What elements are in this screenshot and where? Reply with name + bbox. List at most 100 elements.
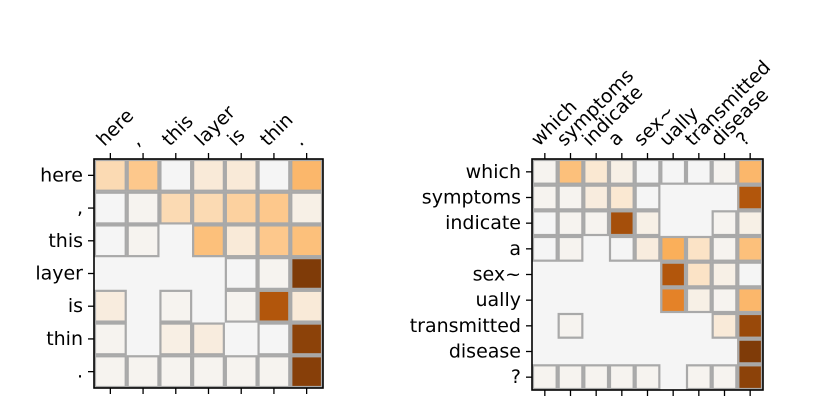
y-tick-label: thin <box>46 328 83 350</box>
heatmap-cell <box>583 210 609 236</box>
cell-outline <box>126 355 160 389</box>
cell-outline <box>608 184 635 211</box>
heatmap-cell <box>159 257 193 290</box>
heatmap-2: whichwhichsymptomssymptomsindicateindica… <box>410 56 775 396</box>
heatmap-cell <box>609 236 635 262</box>
heatmap-cell <box>660 210 686 236</box>
cell-outline <box>737 261 764 288</box>
heatmap-cell <box>583 313 609 339</box>
cell-outline <box>224 355 258 389</box>
x-tick-label: this <box>158 110 198 150</box>
cell-outline <box>257 257 291 290</box>
heatmap-cell <box>532 236 558 262</box>
heatmap-cell <box>126 159 160 192</box>
heatmap-cell <box>532 338 558 365</box>
cell-outline <box>685 235 712 262</box>
cell-outline <box>685 287 712 314</box>
cell-outline <box>257 355 291 389</box>
y-tick-label: . <box>77 361 83 383</box>
y-tick-label: , <box>77 197 83 219</box>
heatmap-cell <box>711 261 738 288</box>
heatmap-cell <box>94 224 127 258</box>
cell-outline <box>557 210 584 237</box>
heatmap-cell <box>557 287 584 313</box>
cell-outline <box>290 191 324 225</box>
y-tick-label: here <box>40 164 83 186</box>
cell-outline <box>711 364 738 391</box>
cell-outline <box>93 322 127 356</box>
cell-outline <box>711 261 738 288</box>
heatmap-cell <box>94 322 127 356</box>
cell-outline <box>557 184 584 211</box>
heatmap-cell <box>557 313 584 339</box>
cell-outline <box>557 312 584 339</box>
cell-outline <box>257 191 291 225</box>
heatmap-cell <box>290 191 323 225</box>
cell-outline <box>557 158 584 185</box>
heatmap-cell <box>224 289 258 323</box>
cell-outline <box>583 364 610 391</box>
heatmap-cell <box>686 236 712 262</box>
cell-outline <box>737 158 764 185</box>
cell-outline <box>93 355 127 389</box>
cell-outline <box>257 322 291 356</box>
heatmap-cell <box>660 159 686 185</box>
cell-outline <box>93 224 127 258</box>
cell-outline <box>660 235 687 262</box>
cell-outline <box>531 364 558 391</box>
cell-outline <box>711 235 738 262</box>
cell-outline <box>557 235 584 262</box>
heatmap-cell <box>557 236 584 262</box>
heatmap-cell <box>583 338 609 365</box>
heatmap-cell <box>583 236 609 262</box>
cell-outline <box>737 235 764 262</box>
cell-outline <box>583 210 610 237</box>
cell-outline <box>159 322 193 356</box>
x-tick-label: thin <box>256 109 298 151</box>
heatmap-cell <box>159 289 193 323</box>
heatmap-cell <box>583 159 609 185</box>
heatmap-cell <box>126 322 160 356</box>
cell-outline <box>224 289 258 323</box>
heatmap-cell <box>711 338 738 365</box>
heatmap-cell <box>290 224 323 258</box>
heatmap-cell <box>192 257 225 290</box>
heatmap-cell <box>737 159 763 185</box>
cell-outline <box>531 158 558 185</box>
heatmap-cell <box>660 313 686 339</box>
heatmap-1: herehere,,thisthislayerlayerisisthinthin… <box>35 101 324 394</box>
cell-outline <box>531 235 558 262</box>
cell-outline <box>660 261 687 288</box>
heatmap-cell <box>660 184 686 211</box>
cell-outline <box>737 184 764 211</box>
heatmap-cell <box>557 210 584 236</box>
heatmap-cell <box>737 364 763 390</box>
y-tick-label: symptoms <box>422 187 521 209</box>
y-tick-label: sex~ <box>473 264 521 286</box>
cell-outline <box>257 224 291 258</box>
cell-outline <box>192 158 225 192</box>
heatmap-cell <box>192 191 225 225</box>
y-tick-label: layer <box>35 263 83 285</box>
heatmap-cell <box>532 313 558 339</box>
heatmap-cell <box>290 289 323 323</box>
heatmap-cell <box>159 191 193 225</box>
heatmap-cell <box>583 261 609 288</box>
heatmap-cell <box>737 287 763 313</box>
heatmap-cell <box>609 184 635 211</box>
heatmap-cell <box>257 191 291 225</box>
heatmap-cell <box>711 210 738 236</box>
heatmap-cell <box>737 313 763 339</box>
heatmap-cell <box>634 184 661 211</box>
heatmap-cell <box>737 184 763 211</box>
cell-outline <box>531 210 558 237</box>
heatmap-cell <box>126 257 160 290</box>
heatmap-cell <box>686 313 712 339</box>
heatmap-cell <box>711 159 738 185</box>
heatmap-cell <box>257 159 291 192</box>
heatmap-cell <box>94 355 127 388</box>
heatmap-cell <box>224 322 258 356</box>
cell-outline <box>711 158 738 185</box>
cell-outline <box>93 158 127 192</box>
heatmap-cell <box>686 364 712 390</box>
